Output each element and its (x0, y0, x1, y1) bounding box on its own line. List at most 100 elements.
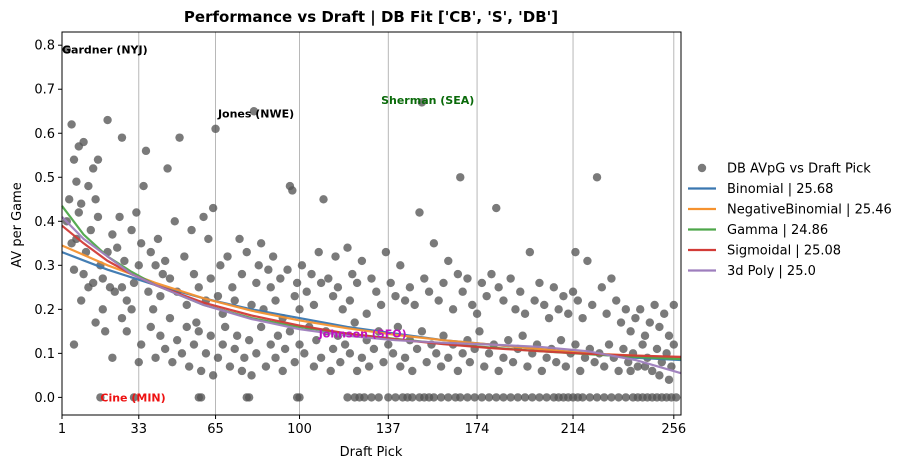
scatter-point (170, 217, 179, 226)
scatter-point (463, 393, 472, 402)
scatter-point (91, 318, 100, 327)
scatter-point (189, 269, 199, 279)
scatter-point (518, 331, 527, 340)
scatter-point (88, 278, 98, 288)
scatter-point (384, 393, 393, 402)
scatter-point (561, 362, 571, 371)
scatter-point (127, 225, 136, 235)
scatter-point (672, 393, 681, 402)
scatter-point (134, 357, 143, 367)
scatter-point (549, 283, 559, 292)
scatter-point (475, 327, 484, 336)
scatter-point (345, 349, 355, 358)
scatter-point (616, 318, 626, 327)
scatter-point (345, 296, 355, 305)
scatter-point (177, 349, 187, 358)
scatter-point (386, 278, 395, 288)
scatter-point (429, 239, 439, 248)
scatter-point (182, 300, 191, 310)
scatter-point (535, 393, 544, 402)
scatter-point (256, 239, 266, 248)
scatter-point (660, 309, 669, 318)
scatter-point (218, 340, 227, 349)
scatter-point (511, 305, 520, 314)
scatter-point (67, 120, 76, 129)
scatter-point (417, 98, 427, 107)
scatter-point (619, 344, 628, 354)
scatter-point (580, 353, 590, 362)
scatter-point (134, 261, 143, 270)
y-axis-ticks: 0.0 0.1 0.2 0.3 0.4 0.5 0.6 0.7 0.8 (34, 39, 62, 406)
scatter-point (520, 393, 530, 402)
fit-curves (61, 205, 682, 375)
scatter-point (196, 393, 206, 402)
scatter-point (256, 322, 266, 332)
x-axis-ticks: 1 33 65 100 137 174 214 256 (58, 415, 686, 437)
scatter-point (247, 300, 256, 310)
scatter-point (192, 318, 201, 327)
scatter-point (69, 155, 79, 164)
scatter-point (312, 335, 321, 345)
scatter-point (578, 393, 587, 402)
scatter-point (374, 393, 383, 402)
scatter-point (216, 261, 225, 270)
scatter-point (316, 278, 326, 288)
scatter-point (261, 362, 271, 371)
scatter-point (242, 247, 251, 257)
y-axis-label: AV per Game (10, 182, 25, 268)
scatter-point (240, 353, 249, 362)
x-axis-label: Draft Pick (340, 445, 403, 460)
scatter-point (477, 278, 487, 288)
scatter-point (357, 256, 367, 266)
scatter-point (172, 335, 182, 345)
scatter-point (372, 287, 381, 296)
scatter-point (108, 353, 117, 362)
scatter-point (439, 278, 448, 288)
scatter-point (280, 344, 290, 354)
annotation-label: Johnson (SFO) (318, 328, 407, 341)
annotation-label: Cine (MIN) (100, 391, 165, 404)
scatter-point (199, 212, 208, 222)
scatter-point (494, 283, 503, 292)
scatter-point (156, 291, 165, 301)
scatter-point (115, 212, 124, 222)
scatter-point (144, 287, 153, 296)
scatter-point (266, 340, 275, 349)
scatter-point (271, 353, 280, 362)
scatter-point (573, 296, 583, 305)
scatter-point (132, 208, 141, 217)
scatter-point (448, 305, 458, 314)
scatter-point (367, 393, 376, 402)
x-tick-label: 100 (287, 422, 312, 437)
scatter-point (636, 305, 645, 314)
scatter-point (436, 362, 446, 371)
scatter-point (597, 283, 607, 292)
scatter-point (309, 300, 319, 310)
scatter-point (607, 274, 616, 283)
scatter-point (614, 366, 623, 376)
scatter-point (424, 287, 434, 296)
scatter-point (148, 305, 158, 314)
scatter-point (336, 357, 345, 367)
scatter-point (492, 393, 501, 402)
scatter-point (120, 256, 129, 266)
scatter-point (472, 309, 482, 318)
scatter-point (357, 353, 367, 362)
scatter-point (208, 203, 218, 213)
y-tick-label: 0.3 (34, 259, 55, 274)
scatter-point (100, 327, 110, 336)
scatter-point (208, 371, 218, 380)
scatter-point (343, 243, 352, 252)
scatter-point (127, 305, 136, 314)
scatter-point (453, 366, 463, 376)
legend-label: Gamma | 24.86 (727, 223, 828, 238)
scatter-point (388, 349, 398, 358)
scatter-point (290, 357, 299, 367)
scatter-point (343, 393, 352, 402)
scatter-point (295, 340, 304, 349)
scatter-point (297, 261, 307, 270)
scatter-point (576, 366, 585, 376)
scatter-point (235, 234, 244, 244)
scatter-point (254, 261, 263, 270)
